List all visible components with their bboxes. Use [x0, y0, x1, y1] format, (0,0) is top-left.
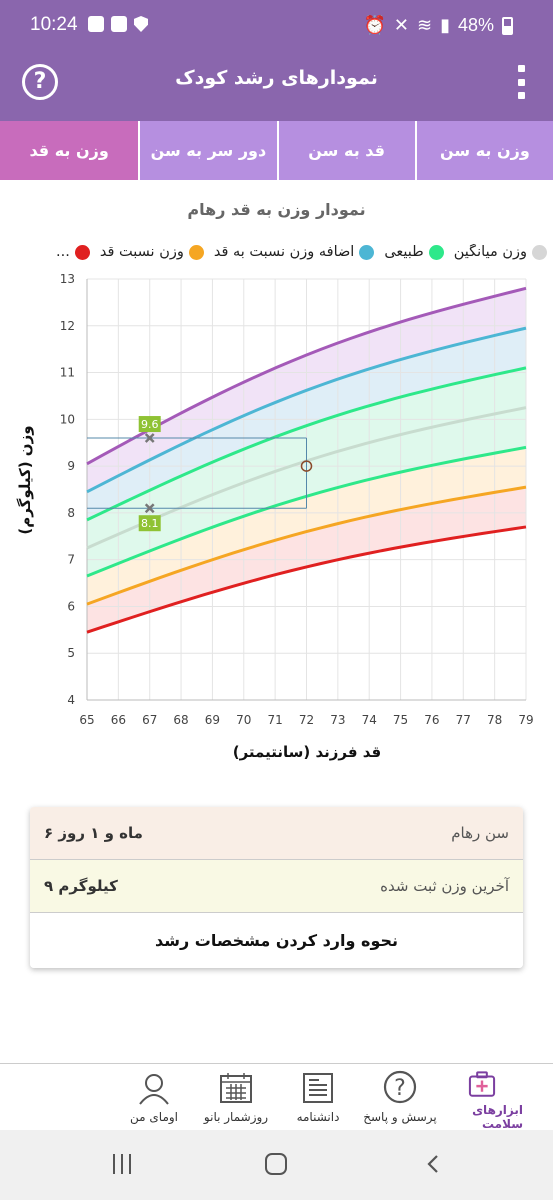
series-line--3SD [86, 525, 527, 634]
battery-percent: 48% [457, 15, 494, 35]
legend-dot [74, 244, 90, 260]
y-tick-label: 10 [60, 412, 75, 426]
alarm-icon: ⏰ [363, 15, 386, 35]
x-tick-label: 72 [299, 713, 314, 727]
marker-label-bg [138, 416, 161, 433]
x-tick-label: 76 [424, 713, 439, 727]
bottom-navigation: ابزارهای سلامت ? پرسش و پاسخ دانشنامه رو… [0, 1063, 553, 1131]
x-tick-label: 71 [268, 713, 283, 727]
series-line-+1SD [86, 366, 527, 522]
chart-legend: وزن میانگین طبیعی اضافه وزن نسبت به قد و… [10, 244, 547, 260]
marker-x [144, 433, 155, 443]
tab-weight-for-age[interactable]: وزن به سن [414, 121, 553, 180]
notification-icons [88, 16, 148, 32]
x-tick-label: 68 [173, 713, 188, 727]
x-tick-label: 77 [456, 713, 471, 727]
weight-value: ۹ کیلوگرم [44, 877, 118, 895]
page-title: نمودارهای رشد کودک [175, 67, 378, 89]
system-navigation-bar [0, 1130, 553, 1200]
x-tick-label: 79 [518, 713, 533, 727]
medical-kit-icon [468, 1071, 496, 1097]
x-tick-label: 74 [362, 713, 377, 727]
status-bar: 10:24 ⏰ ✕ ≋ ▮ 48% [0, 0, 553, 41]
person-icon [139, 1074, 169, 1105]
y-tick-label: 13 [60, 272, 75, 286]
chart-title: نمودار وزن به قد رهام [187, 200, 366, 219]
x-axis-label: قد فرزند (سانتیمتر) [233, 743, 382, 761]
marker-label: 9.6 [141, 418, 159, 431]
legend-dot [359, 244, 375, 260]
legend-item-overweight[interactable]: اضافه وزن نسبت به قد [214, 244, 375, 260]
child-data-point [300, 460, 313, 472]
x-tick-label: 78 [487, 713, 502, 727]
app-bar: ? نمودارهای رشد کودک [0, 41, 553, 121]
gallery-icon [88, 16, 104, 32]
series-line--2SD [86, 485, 527, 606]
y-tick-label: 6 [67, 599, 75, 613]
legend-item-weight-for-height[interactable]: وزن نسبت قد [100, 244, 204, 260]
child-info-card: ۶ ماه و ۱ روز سن رهام ۹ کیلوگرم آخرین وز… [30, 807, 523, 968]
weight-row: ۹ کیلوگرم آخرین وزن ثبت شده [30, 860, 523, 913]
nav-questions[interactable]: ? پرسش و پاسخ [359, 1064, 441, 1131]
tab-weight-for-height[interactable]: وزن به قد [0, 121, 139, 180]
status-time: 10:24 [30, 14, 78, 35]
age-row: ۶ ماه و ۱ روز سن رهام [30, 807, 523, 860]
legend-item-average[interactable]: وزن میانگین [454, 244, 547, 260]
y-tick-label: 4 [67, 693, 75, 707]
help-button[interactable]: ? [22, 64, 58, 100]
calendar-icon [220, 1073, 252, 1103]
nav-profile[interactable]: اومای من [113, 1064, 195, 1131]
y-tick-label: 9 [67, 459, 75, 473]
x-tick-label: 65 [79, 713, 94, 727]
x-tick-label: 67 [142, 713, 157, 727]
age-label: سن رهام [451, 824, 509, 842]
legend-item-normal[interactable]: طبیعی [384, 244, 444, 260]
question-icon: ? [383, 1070, 417, 1104]
svg-text:?: ? [394, 1076, 406, 1101]
book-icon [303, 1073, 333, 1103]
y-tick-label: 8 [67, 506, 75, 520]
growth-chart: 9.68.1 65 66 67 68 69 70 71 72 73 74 75 76 77 78 79456… [16, 272, 534, 761]
nav-health-tools[interactable]: ابزارهای سلامت [441, 1064, 523, 1131]
battery-icon [502, 16, 513, 35]
legend-dot [188, 244, 204, 260]
age-value: ۶ ماه و ۱ روز [44, 824, 143, 842]
x-tick-label: 75 [393, 713, 408, 727]
signal-icon: ▮ [440, 15, 450, 35]
home-icon[interactable] [265, 1153, 287, 1175]
x-tick-label: 69 [205, 713, 220, 727]
series-line-+2SD [86, 326, 527, 494]
mute-icon: ✕ [393, 15, 409, 35]
chart-tabs: وزن به سن قد به سن دور سر به سن وزن به ق… [0, 121, 553, 180]
system-icons: ⏰ ✕ ≋ ▮ 48% [363, 15, 513, 36]
y-tick-label: 12 [60, 319, 75, 333]
marker-label: 8.1 [141, 517, 159, 530]
y-tick-label: 5 [67, 646, 75, 660]
tab-head-for-age[interactable]: دور سر به سن [138, 121, 276, 180]
legend-item-severe[interactable]: ... [56, 244, 90, 260]
back-icon[interactable] [423, 1154, 443, 1174]
marker-label-bg [138, 515, 161, 532]
x-tick-label: 73 [330, 713, 345, 727]
legend-dot [532, 244, 547, 260]
marker-x [144, 503, 155, 514]
how-to-enter-button[interactable]: نحوه وارد کردن مشخصات رشد [30, 913, 523, 968]
tab-height-for-age[interactable]: قد به سن [276, 121, 415, 180]
wifi-icon: ≋ [416, 15, 433, 35]
checkbox-icon [111, 16, 127, 32]
y-axis-label: وزن (کیلوگرم) [16, 425, 34, 534]
legend-dot [428, 244, 444, 260]
y-tick-label: 7 [67, 553, 75, 567]
nav-calendar[interactable]: روزشمار بانو [195, 1064, 277, 1131]
overflow-menu-icon[interactable] [517, 65, 525, 99]
recent-apps-icon[interactable] [113, 1154, 131, 1174]
nav-encyclopedia[interactable]: دانشنامه [277, 1064, 359, 1131]
x-tick-label: 70 [236, 713, 251, 727]
weight-label: آخرین وزن ثبت شده [380, 877, 509, 895]
x-tick-label: 66 [111, 713, 126, 727]
shield-icon [134, 16, 148, 32]
y-tick-label: 11 [60, 366, 75, 380]
